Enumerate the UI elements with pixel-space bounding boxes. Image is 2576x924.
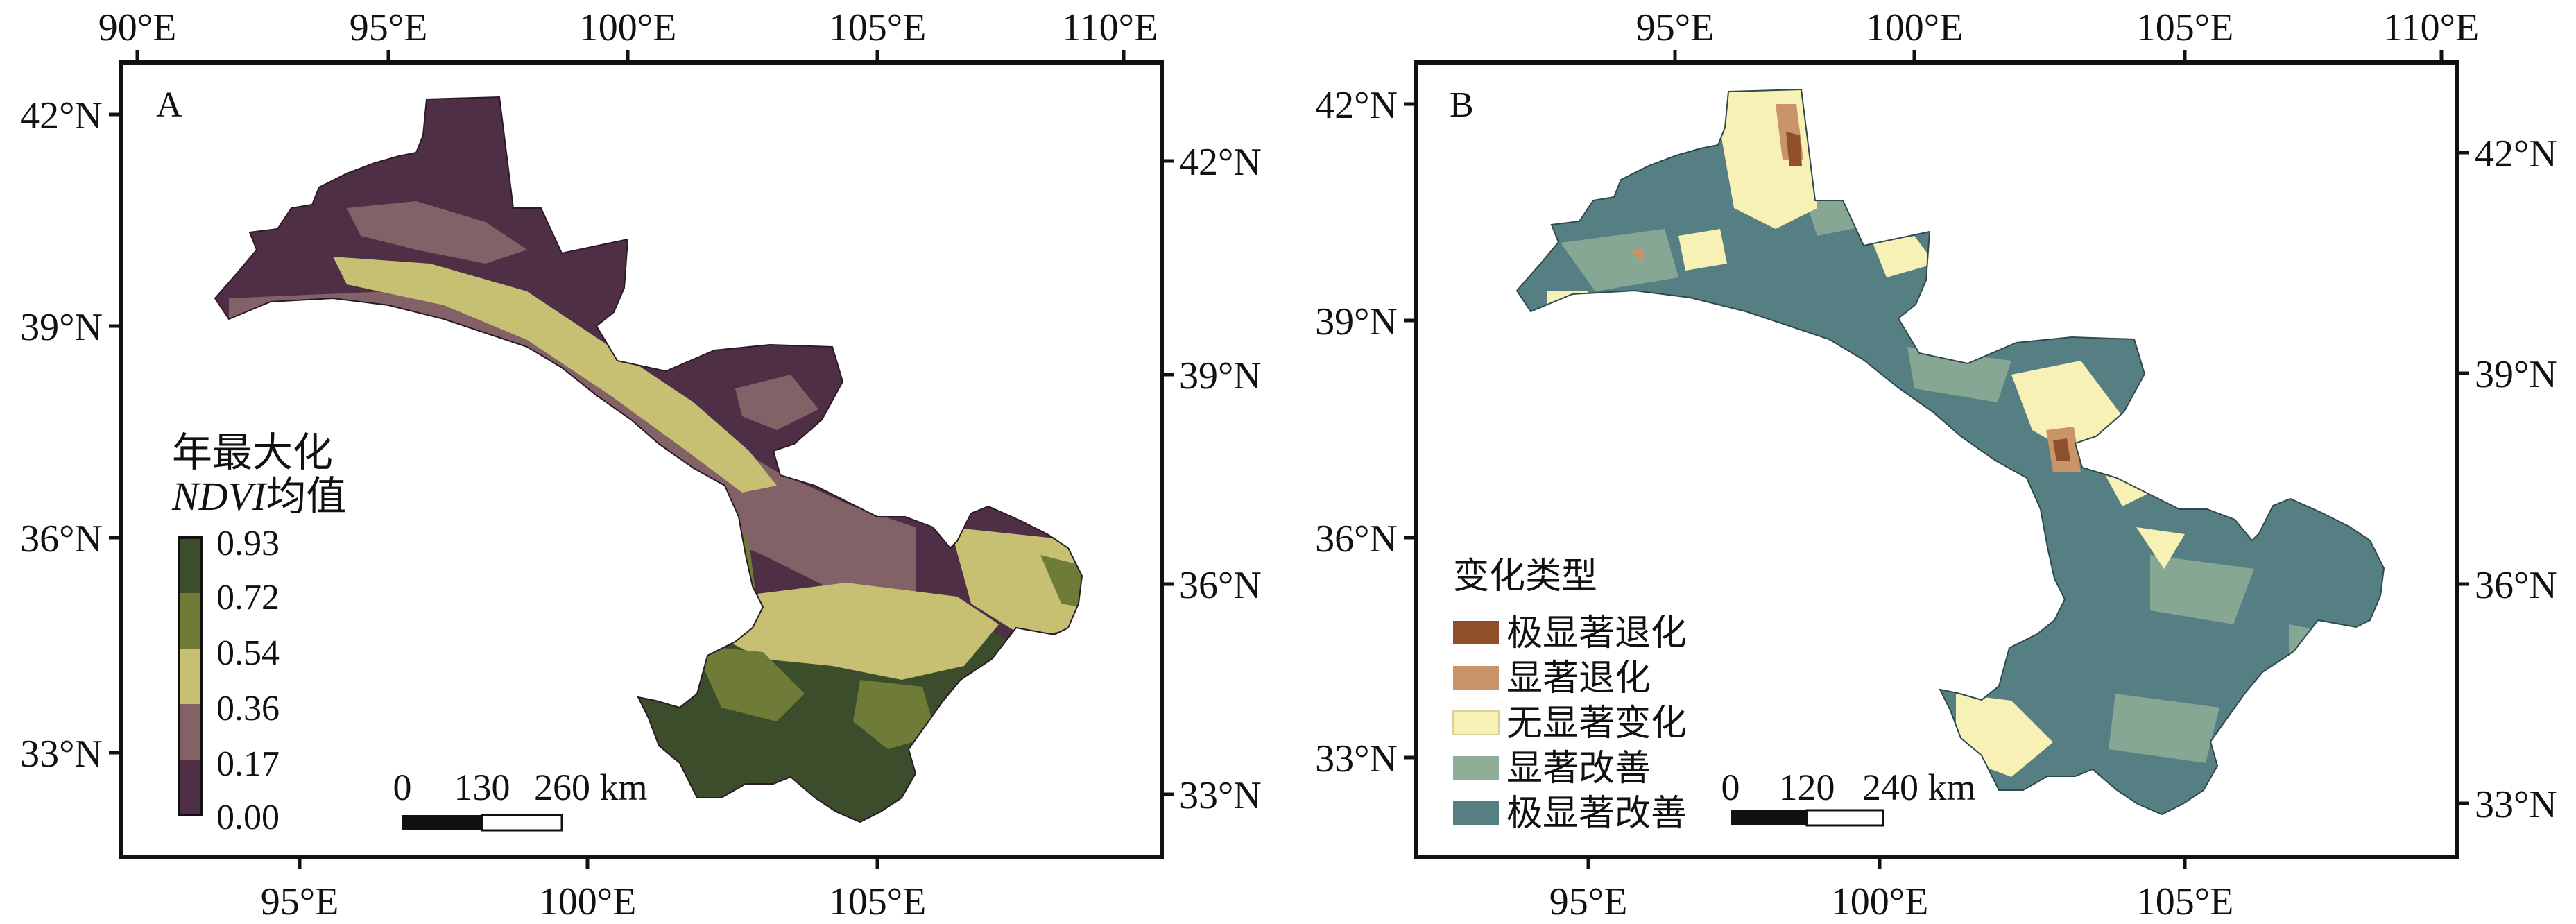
legend-a-title-line1: 年最大化 xyxy=(172,430,333,475)
scale-b-label-0: 0 xyxy=(1721,767,1740,808)
right-tick-a-0: 42°N xyxy=(1179,141,1262,184)
right-tick-b-1: 39°N xyxy=(2475,353,2557,396)
legend-a-swatch-4 xyxy=(179,760,201,815)
bottom-tick-b-0: 95°E xyxy=(1549,880,1628,923)
top-tick-b-1: 100°E xyxy=(1866,6,1964,49)
legend-a: 年最大化 NDVI均值 0.93 0.72 0.54 0.36 0.17 0.0… xyxy=(171,430,346,837)
top-tick-b-3: 110°E xyxy=(2383,6,2480,49)
top-tick-b-0: 95°E xyxy=(1636,6,1715,49)
top-tick-a-0: 90°E xyxy=(98,6,177,49)
left-tick-b-2: 36°N xyxy=(1315,517,1398,561)
left-tick-b-0: 42°N xyxy=(1315,84,1398,127)
legend-a-value-3: 0.36 xyxy=(216,689,280,728)
right-tick-b-0: 42°N xyxy=(2475,132,2557,176)
legend-b-label-1: 显著退化 xyxy=(1506,659,1651,699)
legend-b: 变化类型 极显著退化 显著退化 无显著变化 显著改善 极显著改善 xyxy=(1452,557,1687,834)
scale-bar-b: 0 120 240 km xyxy=(1721,767,1976,827)
right-tick-b-3: 33°N xyxy=(2475,783,2557,826)
legend-b-swatch-0 xyxy=(1453,621,1499,644)
bottom-tick-b-2: 105°E xyxy=(2136,880,2234,923)
left-tick-a-1: 39°N xyxy=(20,306,103,349)
right-tick-a-2: 36°N xyxy=(1179,564,1262,607)
top-tick-b-2: 105°E xyxy=(2136,6,2234,49)
right-tick-a-1: 39°N xyxy=(1179,354,1262,397)
legend-a-value-0: 0.93 xyxy=(216,524,280,563)
panel-letter-b: B xyxy=(1450,85,1474,125)
left-tick-b-3: 33°N xyxy=(1315,737,1398,780)
bottom-tick-b-1: 100°E xyxy=(1831,880,1929,923)
bottom-tick-a-1: 100°E xyxy=(539,880,637,923)
legend-b-swatch-2 xyxy=(1452,710,1500,735)
legend-b-label-4: 极显著改善 xyxy=(1506,794,1687,834)
map-frame-b xyxy=(1414,60,2459,859)
legend-a-value-2: 0.54 xyxy=(216,633,280,673)
legend-b-label-2: 无显著变化 xyxy=(1506,704,1687,744)
legend-a-swatch-1 xyxy=(179,593,201,649)
legend-b-swatch-1 xyxy=(1453,666,1499,690)
legend-a-swatch-2 xyxy=(179,649,201,704)
legend-a-title-line2: NDVI均值 xyxy=(171,474,346,519)
left-tick-a-3: 33°N xyxy=(20,733,103,776)
panel-a: A 90°E 95°E 100°E 105°E 110°E 95°E xyxy=(20,6,1262,923)
top-tick-a-1: 95°E xyxy=(350,6,428,49)
legend-b-label-0: 极显著退化 xyxy=(1506,614,1687,653)
scale-b-label-2: 240 km xyxy=(1862,767,1976,808)
right-tick-b-2: 36°N xyxy=(2475,564,2557,607)
legend-a-swatch-0 xyxy=(179,538,201,593)
panel-letter-a: A xyxy=(156,85,182,125)
legend-b-swatch-4 xyxy=(1453,801,1499,825)
bottom-tick-a-0: 95°E xyxy=(261,880,339,923)
panel-b: B 95°E 100°E 105°E 110°E 95°E 100°E 105°… xyxy=(1315,6,2557,923)
legend-b-label-3: 显著改善 xyxy=(1506,749,1651,789)
scale-b-label-1: 120 xyxy=(1779,767,1835,808)
scale-bar-a: 0 130 260 km xyxy=(393,767,648,832)
map-frame-a xyxy=(119,60,1164,859)
legend-a-value-5: 0.00 xyxy=(216,798,280,837)
ticks-a xyxy=(109,50,1174,869)
top-tick-a-4: 110°E xyxy=(1062,6,1158,49)
legend-a-value-4: 0.17 xyxy=(216,744,280,784)
left-tick-a-2: 36°N xyxy=(20,517,103,561)
legend-a-swatch-3 xyxy=(179,704,201,760)
scale-a-label-2: 260 km xyxy=(534,767,648,808)
right-tick-a-3: 33°N xyxy=(1179,774,1262,817)
scale-a-label-1: 130 xyxy=(454,767,510,808)
ticks-b xyxy=(1404,50,2469,869)
left-tick-b-1: 39°N xyxy=(1315,300,1398,343)
bottom-tick-a-2: 105°E xyxy=(829,880,927,923)
scale-a-label-0: 0 xyxy=(393,767,412,808)
legend-b-title: 变化类型 xyxy=(1453,557,1597,597)
legend-b-swatch-3 xyxy=(1453,756,1499,780)
left-tick-a-0: 42°N xyxy=(20,94,103,137)
legend-a-value-1: 0.72 xyxy=(216,578,280,617)
top-tick-a-2: 100°E xyxy=(579,6,677,49)
top-tick-a-3: 105°E xyxy=(829,6,927,49)
